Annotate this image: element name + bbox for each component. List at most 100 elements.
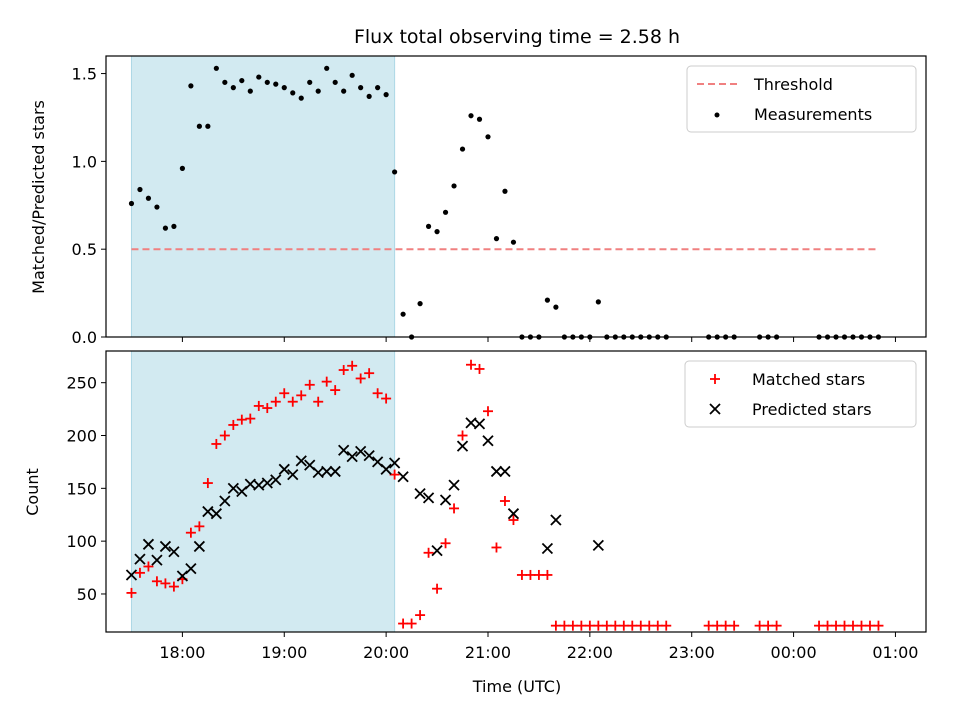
observing-window-span [130, 55, 396, 338]
measurement-point [595, 299, 601, 305]
measurement-point [247, 88, 253, 94]
predicted-star-point [414, 487, 426, 500]
matched-star-point [550, 620, 561, 631]
legend-measurements-label: Measurements [754, 105, 872, 124]
measurement-point [358, 85, 364, 91]
predicted-star-point [278, 463, 290, 475]
matched-star-point [151, 576, 162, 587]
bottom-legend-box [684, 360, 917, 428]
matched-star-point [482, 406, 493, 417]
predicted-star-point [507, 508, 520, 520]
matched-star-point [584, 620, 595, 631]
matched-star-point [567, 620, 578, 631]
measurement-point [307, 79, 313, 85]
measurement-point [468, 113, 474, 119]
y-tick-label: 150 [66, 479, 97, 498]
bottom-y-axis-label: Count [23, 468, 42, 516]
y-tick-label: 0.0 [72, 328, 97, 347]
matched-star-point [126, 587, 137, 598]
matched-star-point [304, 379, 315, 390]
predicted-star-point [329, 465, 341, 478]
predicted-star-point [159, 540, 172, 553]
measurement-point [324, 65, 330, 71]
matched-star-point [661, 620, 672, 631]
y-tick-label: 100 [66, 532, 97, 551]
legend-matched-marker [710, 374, 720, 384]
matched-star-point [763, 620, 774, 631]
legend-predicted-label: Predicted stars [752, 400, 872, 419]
top-plot-frame [105, 55, 927, 338]
bottom-legend: Matched stars Predicted stars [684, 360, 917, 428]
predicted-star-point [261, 477, 273, 489]
y-tick-label: 200 [66, 427, 97, 446]
bottom-x-axis-ticks: 18:00 19:00 20:00 21:00 22:00 23:00 00:00 01:00 [159, 632, 918, 662]
measurement-point [281, 85, 287, 91]
matched-star-point [143, 561, 154, 572]
top-y-axis-ticks: 0.0 0.5 1.0 1.5 [72, 65, 106, 347]
predicted-stars-points [125, 417, 604, 582]
measurement-point [502, 188, 508, 194]
matched-star-point [253, 400, 264, 411]
predicted-star-point [287, 468, 299, 481]
top-x-axis-ticks [181, 337, 896, 342]
measurement-point [553, 304, 559, 310]
x-tick-label: 18:00 [159, 643, 205, 662]
measurement-point [442, 209, 449, 215]
matched-star-point [457, 430, 468, 441]
predicted-star-point [355, 445, 367, 457]
matched-star-point [856, 620, 867, 631]
matched-star-point [219, 430, 230, 441]
matched-star-point [168, 581, 179, 592]
measurement-point [196, 123, 202, 129]
predicted-star-point [253, 479, 265, 491]
legend-matched-swatch [710, 374, 720, 384]
matched-star-point [593, 620, 604, 631]
matched-star-point [754, 620, 765, 631]
matched-star-point [338, 365, 349, 376]
y-tick-label: 0.5 [72, 240, 97, 259]
measurement-point [485, 134, 491, 140]
x-tick-label: 00:00 [771, 643, 817, 662]
measurement-point [383, 92, 389, 98]
predicted-star-point [550, 514, 562, 526]
predicted-star-point [422, 492, 435, 504]
top-panel: 0.0 0.5 1.0 1.5 Matched/Predicted stars Thr… [29, 55, 927, 347]
predicted-star-point [151, 554, 163, 566]
measurement-point [222, 79, 228, 85]
matched-star-point [831, 620, 842, 631]
matched-star-point [245, 413, 256, 424]
predicted-star-point [227, 482, 239, 494]
x-tick-label: 01:00 [872, 643, 918, 662]
measurement-point [298, 95, 304, 101]
measurement-point [188, 83, 194, 89]
matched-star-point [525, 569, 536, 580]
matched-star-point [474, 363, 485, 374]
matched-star-point [516, 569, 527, 580]
predicted-star-point [388, 457, 401, 469]
predicted-star-point [321, 465, 333, 478]
matched-star-point [712, 620, 723, 631]
matched-star-point [262, 403, 273, 414]
predicted-star-point [456, 440, 469, 452]
measurement-point [145, 195, 152, 201]
measurement-point [417, 301, 423, 307]
matched-star-point [398, 618, 409, 629]
predicted-star-point [473, 418, 486, 430]
matched-star-point [449, 503, 460, 514]
matched-star-point [228, 419, 239, 430]
matched-star-point [313, 396, 324, 407]
measurement-point [451, 183, 457, 189]
matched-star-point [372, 388, 383, 399]
matched-star-point [635, 620, 646, 631]
predicted-star-point [448, 479, 460, 491]
x-tick-label: 22:00 [567, 643, 613, 662]
predicted-star-point [142, 538, 155, 550]
matched-star-point [270, 396, 281, 407]
measurement-point [273, 81, 279, 87]
x-tick-label: 21:00 [465, 643, 511, 662]
predicted-star-point [168, 546, 180, 558]
predicted-star-point [380, 463, 392, 475]
matched-star-point [601, 620, 612, 631]
observing-window-span [130, 350, 396, 633]
top-legend-box [686, 65, 917, 133]
